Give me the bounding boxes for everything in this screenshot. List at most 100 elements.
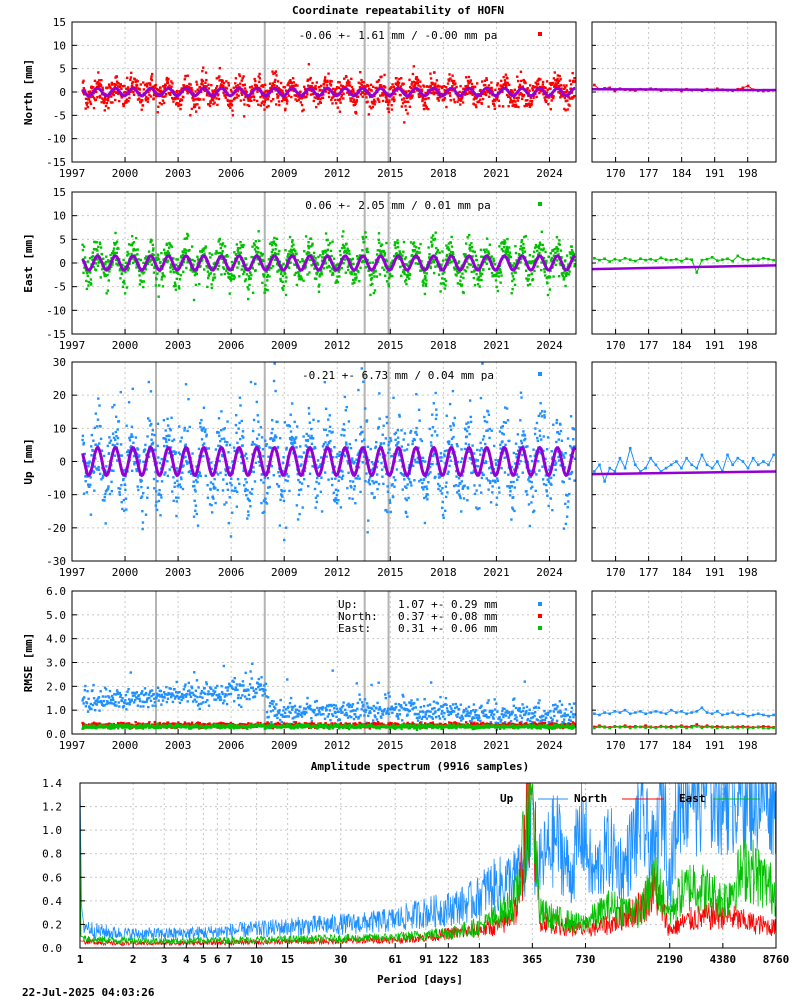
east-point xyxy=(441,259,445,262)
y-tick-label: 10 xyxy=(53,210,66,223)
up-point xyxy=(396,442,399,445)
up-point xyxy=(474,464,478,468)
east-point xyxy=(144,268,148,271)
north-point xyxy=(507,105,510,108)
east-point xyxy=(485,248,488,251)
up-point xyxy=(95,425,99,428)
east-point xyxy=(281,286,284,290)
north-point xyxy=(528,103,531,107)
north-point xyxy=(440,86,444,90)
up-point xyxy=(341,428,344,431)
x-tick-label: 191 xyxy=(705,339,725,352)
east-point xyxy=(330,267,334,270)
east-point xyxy=(539,248,543,251)
north-point xyxy=(98,79,101,82)
north-point xyxy=(188,82,191,86)
up-point xyxy=(351,497,354,501)
north-point xyxy=(275,93,279,96)
up-point xyxy=(245,457,249,460)
north-point xyxy=(504,73,508,76)
up-point xyxy=(335,455,338,459)
x-tick-label: 198 xyxy=(738,339,758,352)
north-point xyxy=(354,102,357,105)
east-point xyxy=(284,280,287,283)
east-point xyxy=(424,276,427,279)
north-point xyxy=(526,86,529,90)
north-point xyxy=(271,70,274,73)
up-point xyxy=(293,439,296,442)
up-point xyxy=(130,433,133,436)
north-point xyxy=(150,72,154,76)
east-point xyxy=(396,241,400,245)
east-point xyxy=(445,253,449,257)
east-point xyxy=(127,243,131,246)
north-point xyxy=(170,85,173,88)
east-point xyxy=(564,259,567,262)
up-point xyxy=(497,486,501,489)
north-point xyxy=(421,99,424,103)
north-point xyxy=(380,75,383,78)
up-point xyxy=(227,521,231,525)
up-point xyxy=(382,424,385,427)
east-point xyxy=(419,269,422,272)
north-point xyxy=(130,71,133,75)
east-point xyxy=(366,247,369,250)
up-point xyxy=(356,453,359,457)
up-point xyxy=(239,404,242,407)
north-point xyxy=(120,87,123,91)
up-point xyxy=(512,468,516,471)
north-point xyxy=(129,78,132,81)
east-point xyxy=(274,242,277,246)
up-point xyxy=(202,454,205,458)
up-point xyxy=(146,435,149,438)
up-point xyxy=(260,501,263,505)
up-point xyxy=(533,454,536,458)
up-point xyxy=(467,443,471,446)
up-point xyxy=(264,444,268,447)
up-point xyxy=(351,457,354,460)
up-point xyxy=(233,489,236,493)
east-point xyxy=(404,278,408,282)
east-point xyxy=(424,284,428,287)
up-point xyxy=(454,484,458,487)
north-point xyxy=(194,110,198,113)
east-point xyxy=(125,286,129,289)
up-point xyxy=(85,474,88,477)
up-point xyxy=(96,468,99,471)
up-point xyxy=(234,486,237,490)
up-point xyxy=(86,462,89,465)
up-point xyxy=(221,454,224,458)
y-tick-label: -15 xyxy=(46,328,66,341)
up-point xyxy=(307,412,311,415)
up-point xyxy=(406,476,410,479)
main-title: Coordinate repeatability of HOFN xyxy=(292,4,504,17)
north-point xyxy=(195,80,198,84)
north-point xyxy=(496,84,499,87)
east-point xyxy=(418,251,421,254)
east-point xyxy=(555,235,559,239)
east-point xyxy=(522,246,526,250)
up-point xyxy=(419,438,422,441)
y-axis-label: North [mm] xyxy=(22,59,35,125)
up-point xyxy=(436,434,439,437)
north-point xyxy=(565,84,568,87)
up-point xyxy=(131,435,134,438)
north-point xyxy=(296,84,299,87)
north-point xyxy=(118,99,121,103)
north-point xyxy=(101,97,104,100)
up-point xyxy=(202,406,206,409)
up-point xyxy=(520,396,523,399)
north-point xyxy=(238,74,242,78)
up-point xyxy=(511,506,514,509)
up-point xyxy=(320,510,324,513)
north-point xyxy=(84,107,87,110)
east-point xyxy=(545,259,548,263)
east-point xyxy=(508,246,511,249)
north-point xyxy=(520,79,523,83)
north-point xyxy=(96,96,99,99)
up-point xyxy=(308,472,312,475)
east-point xyxy=(271,265,275,268)
north-point xyxy=(503,83,506,86)
north-point xyxy=(175,91,178,94)
north-point xyxy=(557,79,561,83)
